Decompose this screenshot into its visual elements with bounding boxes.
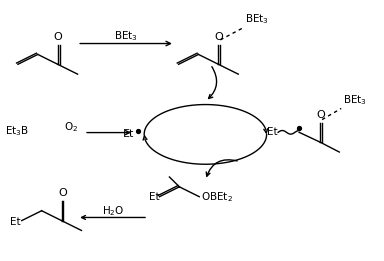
Text: BEt$_3$: BEt$_3$ — [114, 29, 138, 43]
Text: BEt$_3$: BEt$_3$ — [245, 12, 269, 26]
Text: H$_2$O: H$_2$O — [103, 204, 125, 218]
Text: Et: Et — [10, 217, 21, 227]
Text: O: O — [53, 32, 62, 42]
Text: OBEt$_2$: OBEt$_2$ — [201, 190, 233, 204]
Text: Et: Et — [268, 127, 278, 137]
Text: O$_2$: O$_2$ — [65, 120, 79, 134]
Text: O: O — [316, 110, 325, 120]
Text: Et$_3$B: Et$_3$B — [5, 124, 29, 138]
Text: Et: Et — [149, 192, 159, 202]
Text: BEt$_3$: BEt$_3$ — [343, 93, 367, 107]
Text: O: O — [215, 32, 223, 42]
Text: Et: Et — [123, 129, 135, 139]
Text: O: O — [58, 188, 67, 198]
